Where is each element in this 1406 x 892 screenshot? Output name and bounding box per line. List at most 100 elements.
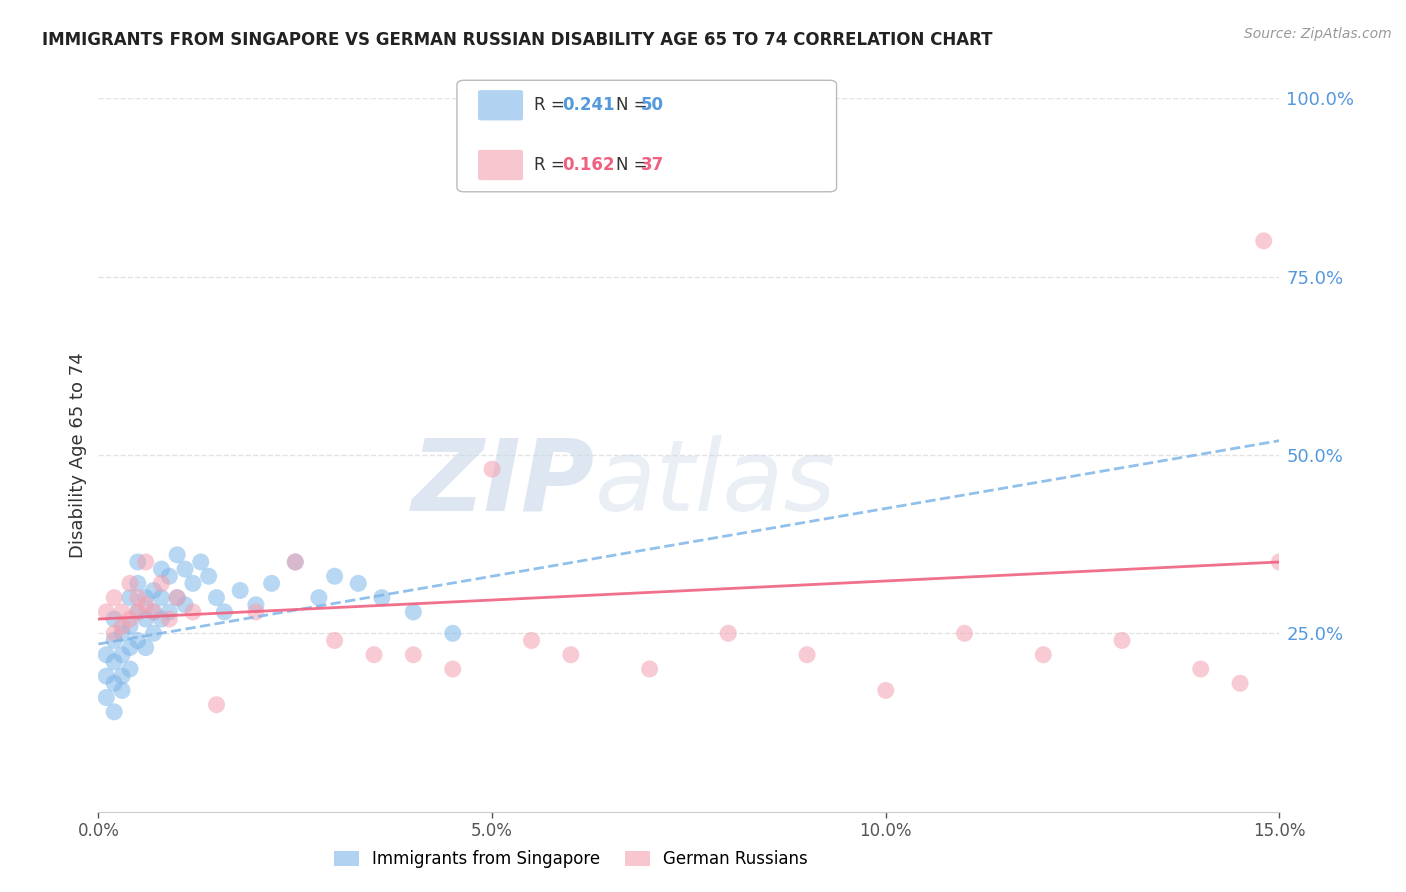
Point [875, 683, 897, 698]
Point [205, 698, 228, 712]
Point [118, 576, 141, 591]
Point [1229, 676, 1251, 690]
Point [127, 605, 149, 619]
Point [371, 591, 394, 605]
Point [135, 612, 157, 626]
Point [1032, 648, 1054, 662]
Point [118, 619, 141, 633]
Point [150, 591, 173, 605]
Point [103, 591, 125, 605]
Point [150, 576, 173, 591]
Text: Source: ZipAtlas.com: Source: ZipAtlas.com [1244, 27, 1392, 41]
Point [135, 598, 157, 612]
Point [142, 605, 165, 619]
Point [520, 633, 543, 648]
Point [118, 591, 141, 605]
Text: ZIP: ZIP [412, 435, 595, 532]
Point [402, 605, 425, 619]
Point [157, 605, 180, 619]
Point [111, 619, 134, 633]
Point [135, 591, 157, 605]
Point [363, 648, 385, 662]
Point [1268, 555, 1291, 569]
Point [638, 662, 661, 676]
Point [174, 598, 197, 612]
Point [135, 555, 157, 569]
Point [197, 569, 219, 583]
Point [953, 626, 976, 640]
Text: N =: N = [616, 96, 652, 114]
Point [127, 576, 149, 591]
Point [181, 576, 204, 591]
Text: R =: R = [534, 96, 571, 114]
Y-axis label: Disability Age 65 to 74: Disability Age 65 to 74 [69, 352, 87, 558]
Point [157, 612, 180, 626]
Point [142, 583, 165, 598]
Text: R =: R = [534, 156, 571, 174]
Point [323, 569, 346, 583]
Point [127, 591, 149, 605]
Point [111, 683, 134, 698]
Point [103, 626, 125, 640]
Point [103, 655, 125, 669]
Text: N =: N = [616, 156, 652, 174]
Point [150, 612, 173, 626]
Point [111, 669, 134, 683]
Point [323, 633, 346, 648]
Point [127, 605, 149, 619]
Point [441, 626, 464, 640]
Point [96, 605, 118, 619]
Point [135, 640, 157, 655]
Point [142, 605, 165, 619]
Point [103, 676, 125, 690]
Text: atlas: atlas [595, 435, 837, 532]
Text: 37: 37 [641, 156, 665, 174]
Point [127, 555, 149, 569]
Point [347, 576, 370, 591]
Point [1111, 633, 1133, 648]
Point [111, 626, 134, 640]
Point [441, 662, 464, 676]
Point [245, 605, 267, 619]
Point [96, 690, 118, 705]
Point [118, 612, 141, 626]
Point [560, 648, 582, 662]
Point [118, 662, 141, 676]
Point [260, 576, 283, 591]
Point [1253, 234, 1275, 248]
Point [142, 626, 165, 640]
Text: IMMIGRANTS FROM SINGAPORE VS GERMAN RUSSIAN DISABILITY AGE 65 TO 74 CORRELATION : IMMIGRANTS FROM SINGAPORE VS GERMAN RUSS… [42, 31, 993, 49]
Point [111, 605, 134, 619]
Point [166, 591, 188, 605]
Point [150, 562, 173, 576]
Point [118, 640, 141, 655]
Point [174, 562, 197, 576]
Point [717, 626, 740, 640]
Point [245, 598, 267, 612]
Point [284, 555, 307, 569]
Point [111, 648, 134, 662]
Point [1189, 662, 1212, 676]
Point [181, 605, 204, 619]
Point [103, 612, 125, 626]
Point [229, 583, 252, 598]
Point [103, 633, 125, 648]
Point [166, 591, 188, 605]
Point [157, 569, 180, 583]
Text: 50: 50 [641, 96, 664, 114]
Point [103, 705, 125, 719]
Point [205, 591, 228, 605]
Text: 0.241: 0.241 [562, 96, 614, 114]
Point [284, 555, 307, 569]
Point [481, 462, 503, 476]
Text: 0.162: 0.162 [562, 156, 614, 174]
Legend: Immigrants from Singapore, German Russians: Immigrants from Singapore, German Russia… [328, 844, 814, 875]
Point [96, 669, 118, 683]
Point [127, 633, 149, 648]
Point [190, 555, 212, 569]
Point [166, 548, 188, 562]
Point [796, 648, 818, 662]
Point [308, 591, 330, 605]
Point [214, 605, 236, 619]
Point [402, 648, 425, 662]
